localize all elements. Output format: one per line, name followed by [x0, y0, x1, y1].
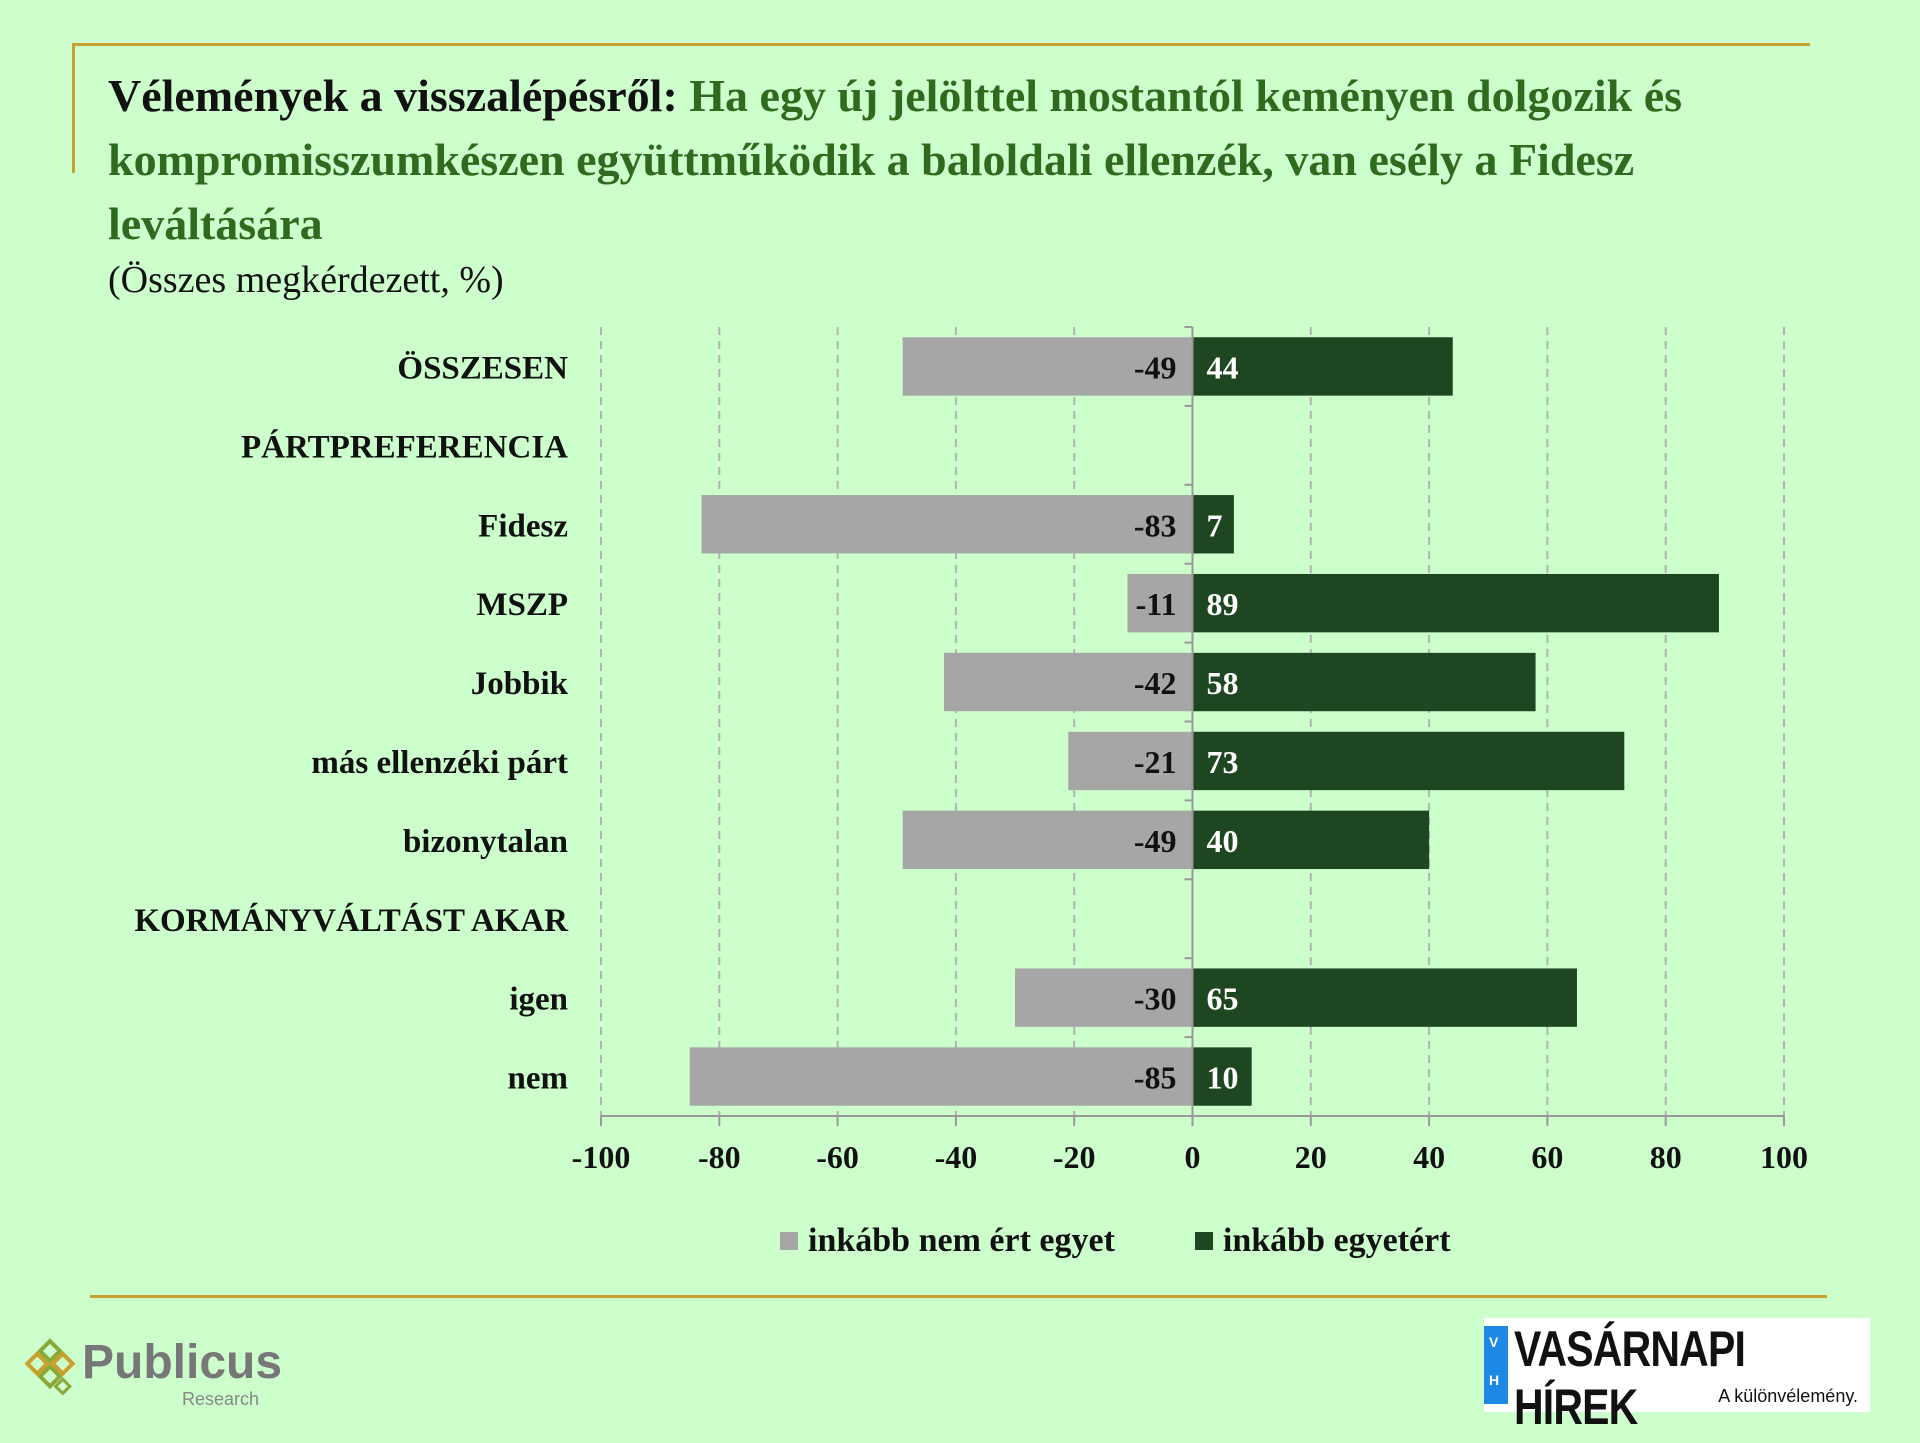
- data-label-disagree-0: -49: [1134, 349, 1177, 385]
- bar-agree-5: [1192, 731, 1625, 791]
- legend-item-agree: inkább egyetért: [1194, 1222, 1451, 1260]
- data-label-disagree-5: -21: [1134, 744, 1177, 780]
- vh-name: VASÁRNAPI HÍREK: [1514, 1321, 1746, 1435]
- category-label-1: PÁRTPREFERENCIA: [241, 428, 568, 465]
- data-label-agree-3: 89: [1207, 586, 1239, 622]
- x-tick-label-6: 20: [1295, 1139, 1327, 1175]
- bar-disagree-5: [1068, 731, 1193, 791]
- chart-title: Vélemények a visszalépésről: Ha egy új j…: [108, 64, 1808, 256]
- bar-agree-3: [1192, 573, 1719, 633]
- legend: inkább nem ért egyet inkább egyetért: [780, 1222, 1451, 1260]
- publicus-sub: Research: [182, 1389, 260, 1409]
- x-tick-label-9: 80: [1650, 1139, 1682, 1175]
- data-label-disagree-2: -83: [1134, 507, 1177, 543]
- legend-label-disagree: inkább nem ért egyet: [808, 1222, 1115, 1259]
- x-tick-label-5: 0: [1185, 1139, 1201, 1175]
- x-tick-label-3: -40: [935, 1139, 978, 1175]
- bar-agree-9: [1192, 1047, 1252, 1106]
- vasarnapi-hirek-logo: V H VASÁRNAPI HÍREK A különvélemény.: [1484, 1318, 1870, 1435]
- data-label-agree-9: 10: [1207, 1060, 1239, 1096]
- vh-mark-letter-h: H: [1489, 1372, 1500, 1388]
- bar-disagree-9: [689, 1047, 1193, 1106]
- data-label-disagree-9: -85: [1134, 1060, 1177, 1096]
- legend-swatch-agree: [1194, 1232, 1213, 1250]
- data-label-agree-0: 44: [1207, 349, 1239, 385]
- category-label-4: Jobbik: [471, 666, 569, 702]
- legend-label-agree: inkább egyetért: [1222, 1222, 1451, 1259]
- category-label-6: bizonytalan: [403, 824, 568, 860]
- chart-title-lead: Vélemények a visszalépésről:: [108, 70, 678, 121]
- x-tick-label-0: -100: [572, 1139, 631, 1175]
- data-label-disagree-8: -30: [1134, 981, 1177, 1017]
- chart-subtitle: (Összes megkérdezett, %): [108, 259, 504, 301]
- vh-mark: V H: [1484, 1326, 1508, 1404]
- data-label-agree-2: 7: [1207, 507, 1223, 543]
- frame-bottom-line: [90, 1295, 1827, 1298]
- bar-agree-8: [1192, 968, 1577, 1027]
- data-label-agree-4: 58: [1207, 665, 1239, 701]
- bar-disagree-6: [902, 810, 1193, 870]
- x-tick-label-10: 100: [1760, 1139, 1808, 1175]
- category-label-7: KORMÁNYVÁLTÁST AKAR: [134, 902, 569, 939]
- vh-mark-letter-v: V: [1489, 1334, 1499, 1350]
- bar-disagree-3: [1127, 573, 1193, 633]
- publicus-diamond-icon: [24, 1338, 76, 1396]
- x-tick-label-8: 60: [1531, 1139, 1563, 1175]
- bar-agree-0: [1192, 337, 1453, 396]
- data-label-agree-6: 40: [1207, 823, 1239, 859]
- bar-disagree-0: [902, 337, 1193, 396]
- category-label-9: nem: [508, 1061, 569, 1097]
- data-label-disagree-3: -11: [1136, 586, 1177, 622]
- bar-agree-2: [1192, 495, 1234, 554]
- category-label-5: más ellenzéki párt: [311, 745, 568, 781]
- publicus-logo: Publicus Research: [22, 1335, 282, 1415]
- bar-disagree-8: [1015, 968, 1193, 1027]
- chart-title-rest: Ha egy új jelölttel mostantól keményen d…: [108, 70, 1683, 249]
- bar-agree-4: [1192, 652, 1536, 712]
- x-tick-label-7: 40: [1413, 1139, 1445, 1175]
- vh-tagline: A különvélemény.: [1718, 1386, 1858, 1406]
- publicus-name: Publicus: [82, 1336, 283, 1389]
- category-label-0: ÖSSZESEN: [397, 349, 568, 386]
- category-label-2: Fidesz: [478, 508, 568, 544]
- legend-swatch-disagree: [780, 1232, 798, 1250]
- bar-disagree-2: [701, 495, 1193, 554]
- frame-top-line: [72, 43, 1810, 46]
- bar-disagree-4: [944, 652, 1193, 712]
- x-tick-label-1: -80: [698, 1139, 741, 1175]
- data-label-disagree-6: -49: [1134, 823, 1177, 859]
- category-label-8: igen: [509, 982, 568, 1018]
- legend-item-disagree: inkább nem ért egyet: [780, 1222, 1115, 1260]
- frame-left-line: [72, 43, 75, 173]
- x-tick-label-2: -60: [816, 1139, 859, 1175]
- data-label-disagree-4: -42: [1134, 665, 1177, 701]
- bar-agree-6: [1192, 810, 1430, 870]
- category-label-3: MSZP: [476, 587, 568, 623]
- data-label-agree-5: 73: [1207, 744, 1239, 780]
- x-tick-label-4: -20: [1053, 1139, 1096, 1175]
- data-label-agree-8: 65: [1207, 981, 1239, 1017]
